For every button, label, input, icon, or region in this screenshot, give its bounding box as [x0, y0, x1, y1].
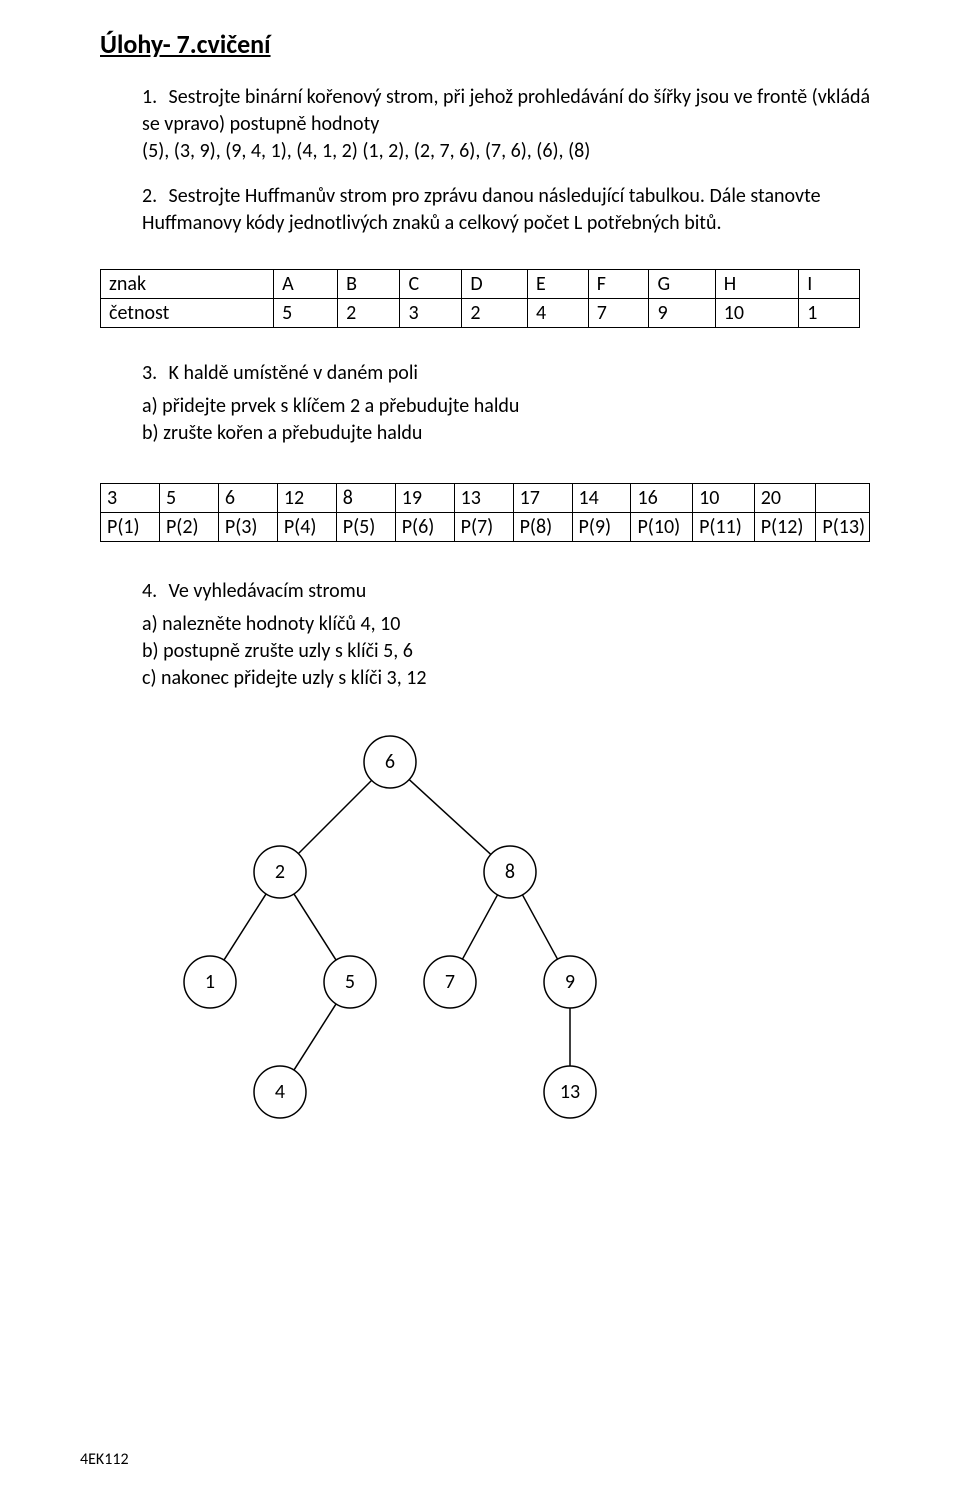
table-cell: P(11) — [693, 513, 755, 542]
row-label: četnost — [101, 299, 274, 328]
table-cell: P(2) — [159, 513, 218, 542]
sub-item-c: c) nakonec přidejte uzly s klíči 3, 12 — [142, 665, 880, 692]
task-number: 1. — [142, 84, 164, 111]
table-row: znak A B C D E F G H I — [101, 270, 860, 299]
table-cell: G — [649, 270, 715, 299]
footer-code: 4EK112 — [80, 1450, 129, 1469]
search-tree: 6 2 8 1 5 7 9 4 13 — [160, 722, 880, 1147]
table-cell: E — [528, 270, 589, 299]
table-cell: A — [274, 270, 338, 299]
task-text: Sestrojte Huffmanův strom pro zprávu dan… — [142, 184, 821, 235]
svg-text:9: 9 — [565, 970, 575, 994]
table-cell: 2 — [338, 299, 400, 328]
table-cell: C — [400, 270, 462, 299]
table-cell: 3 — [101, 484, 160, 513]
table-cell: P(13) — [816, 513, 870, 542]
svg-text:7: 7 — [445, 970, 455, 994]
table-cell: 10 — [693, 484, 755, 513]
svg-text:13: 13 — [560, 1080, 580, 1104]
svg-text:5: 5 — [345, 970, 355, 994]
task-list: 3. K haldě umístěné v daném poli a) přid… — [110, 360, 880, 447]
table-cell: B — [338, 270, 400, 299]
task-number: 4. — [142, 578, 164, 605]
heap-table: 3 5 6 12 8 19 13 17 14 16 10 20 P(1) P(2… — [100, 483, 870, 542]
tree-svg: 6 2 8 1 5 7 9 4 13 — [160, 722, 660, 1142]
table-cell: 12 — [277, 484, 336, 513]
task-3: 3. K haldě umístěné v daném poli a) přid… — [136, 360, 880, 447]
sub-item-b: b) zrušte kořen a přebudujte haldu — [142, 420, 880, 447]
page: Úlohy- 7.cvičení 1. Sestrojte binární ko… — [0, 0, 960, 1499]
task-number: 2. — [142, 183, 164, 210]
task-2: 2. Sestrojte Huffmanův strom pro zprávu … — [136, 183, 880, 237]
table-cell: 9 — [649, 299, 715, 328]
svg-text:2: 2 — [275, 860, 285, 884]
table-cell: P(4) — [277, 513, 336, 542]
sub-item-a: a) přidejte prvek s klíčem 2 a přebudujt… — [142, 393, 880, 420]
table-cell: 16 — [631, 484, 693, 513]
table-cell: 7 — [588, 299, 649, 328]
table-cell: 8 — [336, 484, 395, 513]
task-list: 4. Ve vyhledávacím stromu a) nalezněte h… — [110, 578, 880, 692]
table-cell: 1 — [799, 299, 860, 328]
table-cell: 5 — [159, 484, 218, 513]
table-row: 3 5 6 12 8 19 13 17 14 16 10 20 — [101, 484, 870, 513]
sub-item-a: a) nalezněte hodnoty klíčů 4, 10 — [142, 611, 880, 638]
row-label: znak — [101, 270, 274, 299]
table-cell: 19 — [395, 484, 454, 513]
table-cell: 10 — [715, 299, 798, 328]
table-cell: 13 — [454, 484, 513, 513]
sub-items: a) přidejte prvek s klíčem 2 a přebudujt… — [142, 393, 880, 447]
table-cell: 4 — [528, 299, 589, 328]
table-cell: P(6) — [395, 513, 454, 542]
task-1: 1. Sestrojte binární kořenový strom, při… — [136, 84, 880, 165]
table-cell: P(1) — [101, 513, 160, 542]
sub-items: a) nalezněte hodnoty klíčů 4, 10 b) post… — [142, 611, 880, 692]
table-cell: P(10) — [631, 513, 693, 542]
table-cell: 14 — [572, 484, 631, 513]
table-row: P(1) P(2) P(3) P(4) P(5) P(6) P(7) P(8) … — [101, 513, 870, 542]
table-row: četnost 5 2 3 2 4 7 9 10 1 — [101, 299, 860, 328]
table-cell — [816, 484, 870, 513]
svg-text:1: 1 — [205, 970, 215, 994]
table-cell: P(8) — [513, 513, 572, 542]
table-cell: F — [588, 270, 649, 299]
table-cell: H — [715, 270, 798, 299]
table-cell: 3 — [400, 299, 462, 328]
table-cell: 20 — [754, 484, 816, 513]
huffman-table: znak A B C D E F G H I četnost 5 2 3 2 4… — [100, 269, 860, 328]
table-cell: P(7) — [454, 513, 513, 542]
task-text: Ve vyhledávacím stromu — [169, 579, 367, 603]
page-title: Úlohy- 7.cvičení — [100, 28, 880, 60]
table-cell: 5 — [274, 299, 338, 328]
svg-text:4: 4 — [275, 1080, 285, 1104]
table-cell: 2 — [462, 299, 528, 328]
task-4: 4. Ve vyhledávacím stromu a) nalezněte h… — [136, 578, 880, 692]
task-values: (5), (3, 9), (9, 4, 1), (4, 1, 2) (1, 2)… — [142, 139, 590, 163]
table-cell: D — [462, 270, 528, 299]
task-text: Sestrojte binární kořenový strom, při je… — [142, 85, 870, 136]
table-cell: I — [799, 270, 860, 299]
table-cell: 6 — [218, 484, 277, 513]
task-text: K haldě umístěné v daném poli — [169, 361, 419, 385]
table-cell: 17 — [513, 484, 572, 513]
task-number: 3. — [142, 360, 164, 387]
table-cell: P(3) — [218, 513, 277, 542]
sub-item-b: b) postupně zrušte uzly s klíči 5, 6 — [142, 638, 880, 665]
task-list: 1. Sestrojte binární kořenový strom, při… — [110, 84, 880, 237]
table-cell: P(9) — [572, 513, 631, 542]
svg-text:8: 8 — [505, 860, 515, 884]
table-cell: P(5) — [336, 513, 395, 542]
svg-text:6: 6 — [385, 750, 395, 774]
table-cell: P(12) — [754, 513, 816, 542]
